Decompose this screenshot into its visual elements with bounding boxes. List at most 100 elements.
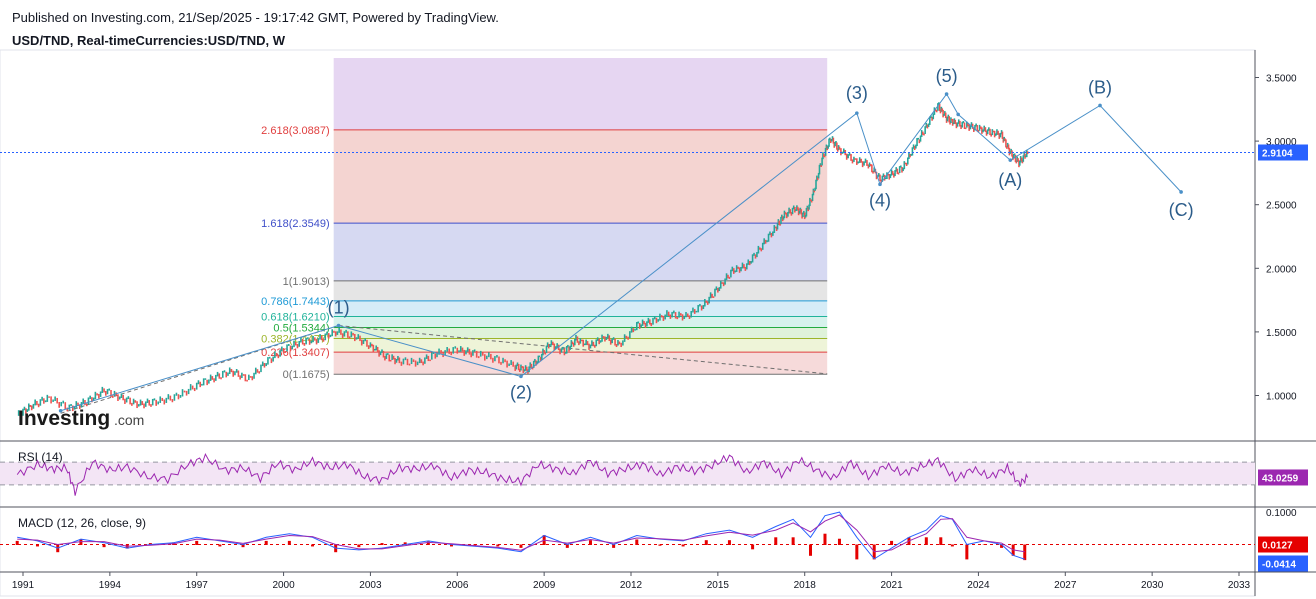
wave-node xyxy=(519,374,523,379)
macd-histogram-bar xyxy=(195,540,199,545)
x-tick-label: 2009 xyxy=(533,580,556,591)
macd-histogram-bar xyxy=(924,537,928,545)
macd-histogram-bar xyxy=(855,544,859,560)
wave-label: (1) xyxy=(328,298,350,318)
macd-histogram-bar xyxy=(426,541,430,545)
macd-histogram-bar xyxy=(1023,544,1027,561)
macd-histogram-bar xyxy=(965,544,969,560)
macd-panel: MACD (12, 26, close, 9) 0.1000 0.0127 -0.04… xyxy=(0,508,1308,572)
last-price-badge xyxy=(1258,144,1308,161)
macd-histogram-bar xyxy=(15,540,19,545)
macd-histogram-bar xyxy=(939,537,943,545)
fib-level-label: 0.236(1.3407) xyxy=(261,347,330,359)
macd-histogram-bar xyxy=(791,537,795,545)
fib-zone-band xyxy=(333,280,828,301)
macd-histogram-bar xyxy=(403,542,407,545)
fib-level-label: 1(1.9013) xyxy=(283,276,330,288)
fib-zone-band xyxy=(333,352,828,375)
macd-histogram-bar xyxy=(79,539,83,545)
rsi-value-label: 43.0259 xyxy=(1262,473,1299,484)
wave-label: (A) xyxy=(998,170,1022,190)
wave-node xyxy=(58,408,63,413)
macd-histogram-bar xyxy=(449,544,453,547)
macd-histogram-bar xyxy=(218,544,222,547)
rsi-band xyxy=(0,462,1255,485)
macd-histogram-bar xyxy=(890,540,894,545)
fib-zone-band xyxy=(333,223,828,281)
wave-path xyxy=(60,93,1182,412)
x-tick-label: 1997 xyxy=(186,580,209,591)
x-tick-label: 2024 xyxy=(967,580,990,591)
wave-node xyxy=(1098,103,1102,108)
elliott-wave: (1) (2) (3) (4) (5) (A) (B) (C) xyxy=(58,66,1194,413)
fib-zone-band xyxy=(333,327,828,339)
macd-histogram-bar xyxy=(311,544,315,547)
logo-brand: Investing xyxy=(18,407,110,430)
macd-y-tick: 0.1000 xyxy=(1266,508,1297,519)
macd-histogram-bar xyxy=(380,543,384,545)
wave-node xyxy=(944,92,949,96)
macd-histogram-bar xyxy=(357,544,361,548)
investing-logo: Investing .com xyxy=(18,407,144,430)
macd-histogram-bar xyxy=(1000,544,1004,548)
macd-histogram-bar xyxy=(658,544,662,546)
x-tick-label: 2018 xyxy=(794,580,817,591)
macd-histogram-bar xyxy=(635,539,639,545)
price-axis-grid: 3.5000 3.0000 2.5000 2.0000 1.5000 1.0000 xyxy=(0,49,1316,597)
fib-level-label: 0.786(1.7443) xyxy=(261,296,330,308)
x-tick-label: 2021 xyxy=(880,580,903,591)
wave-label: (B) xyxy=(1088,77,1112,97)
macd-signal-value: 0.0127 xyxy=(1262,541,1293,552)
macd-histogram-bar xyxy=(950,544,954,547)
x-tick-label: 2000 xyxy=(272,580,295,591)
macd-histogram-bar xyxy=(982,544,986,545)
macd-value-label: -0.0414 xyxy=(1262,560,1296,571)
macd-histogram-bar xyxy=(751,544,755,550)
logo-suffix: .com xyxy=(114,412,144,428)
y-tick-label: 1.0000 xyxy=(1266,392,1297,403)
rsi-title: RSI (14) xyxy=(18,450,63,464)
macd-signal-line xyxy=(17,514,1025,553)
wave-label: (3) xyxy=(846,83,868,103)
macd-signal-badge xyxy=(1258,536,1308,553)
wave-label: (5) xyxy=(936,66,958,86)
macd-histogram-bar xyxy=(681,544,685,547)
y-tick-label: 2.0000 xyxy=(1266,264,1297,275)
wave-node xyxy=(855,111,859,115)
macd-histogram-bar xyxy=(823,533,827,545)
last-price-label: 2.9104 xyxy=(1262,148,1293,159)
x-tick-label: 2030 xyxy=(1141,580,1164,591)
symbol-title: USD/TND, Real-timeCurrencies:USD/TND, W xyxy=(12,33,286,48)
macd-title: MACD (12, 26, close, 9) xyxy=(18,516,146,530)
macd-histogram-bar xyxy=(809,544,813,556)
fib-level-label: 0.5(1.5344) xyxy=(273,323,329,335)
x-tick-label: 2015 xyxy=(707,580,730,591)
fib-trend-dashed-2 xyxy=(338,325,828,375)
macd-histogram-bar xyxy=(704,540,708,545)
macd-histogram-bar xyxy=(612,544,616,548)
wave-label: (C) xyxy=(1169,200,1194,220)
y-tick-label: 3.5000 xyxy=(1266,74,1297,85)
x-tick-label: 2027 xyxy=(1054,580,1077,591)
x-tick-label: 1994 xyxy=(99,580,122,591)
fib-level-label: 2.618(3.0887) xyxy=(261,125,330,137)
macd-histogram-bar xyxy=(519,544,523,548)
fibonacci-zone: 2.618(3.0887) 1.618(2.3549) 1(1.9013) 0.786… xyxy=(60,58,828,414)
price-series: 2.9104 xyxy=(0,102,1308,418)
y-tick-label: 1.5000 xyxy=(1266,328,1297,339)
rsi-panel: RSI (14) 43.0259 xyxy=(0,450,1308,496)
macd-value-badge xyxy=(1258,555,1308,572)
macd-histogram-bar xyxy=(102,544,106,548)
y-tick-label: 2.5000 xyxy=(1266,201,1297,212)
wave-node xyxy=(1008,158,1013,162)
x-tick-label: 2003 xyxy=(359,580,382,591)
fib-zone-top xyxy=(333,58,828,130)
y-tick-label: 3.0000 xyxy=(1266,137,1297,148)
fib-level-label: 0.618(1.6210) xyxy=(261,312,330,324)
macd-histogram-bar xyxy=(727,540,731,545)
rsi-value-badge xyxy=(1258,469,1308,486)
wave-label: (4) xyxy=(869,190,891,210)
wave-node xyxy=(1179,190,1183,194)
